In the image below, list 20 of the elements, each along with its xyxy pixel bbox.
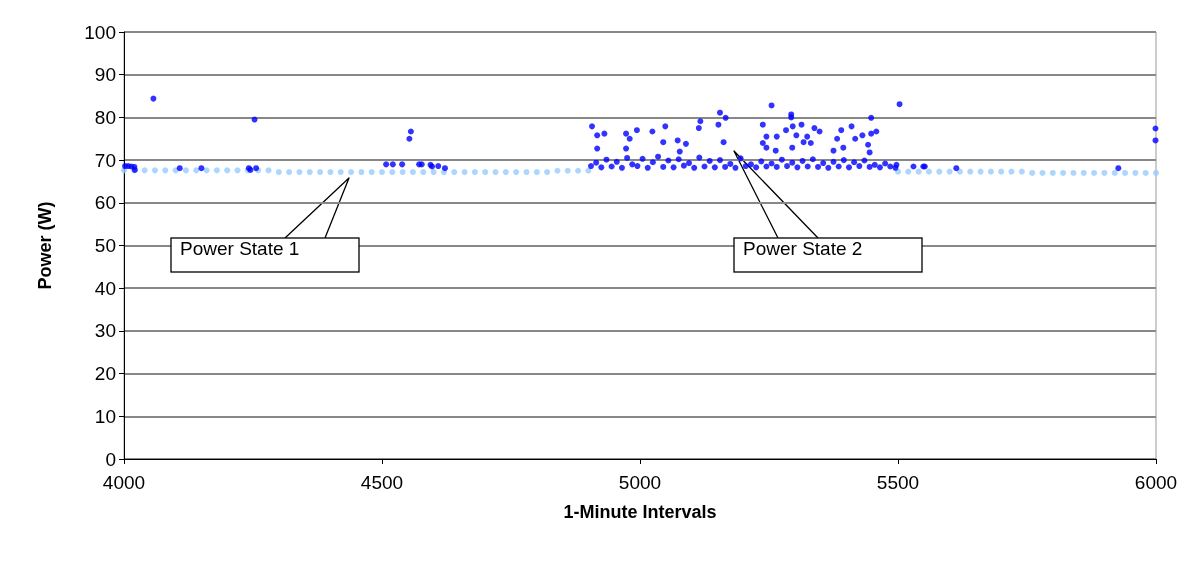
y-tick-label: 30 — [94, 320, 116, 342]
annotation: Power State 1 — [180, 238, 300, 261]
x-tick-label: 4000 — [102, 472, 146, 493]
y-tick-label: 70 — [94, 149, 116, 171]
y-tick-label: 80 — [94, 106, 116, 128]
y-tick-label: 90 — [94, 64, 116, 86]
y-tick-label: 10 — [94, 405, 116, 427]
x-tick-label: 5500 — [876, 472, 920, 493]
x-axis-title: 1-Minute Intervals — [563, 502, 717, 522]
y-tick-label: 50 — [94, 235, 116, 256]
x-tick-label: 5000 — [618, 472, 662, 493]
y-axis-title: Power (W) — [35, 201, 55, 290]
x-tick-label: 4500 — [360, 472, 404, 493]
y-tick-label: 0 — [105, 448, 116, 470]
y-tick-label: 40 — [94, 277, 116, 299]
y-tick-label: 100 — [84, 21, 116, 43]
annotation: Power State 2 — [743, 238, 863, 261]
y-tick-label: 60 — [94, 192, 116, 214]
x-tick-label: 6000 — [1134, 472, 1178, 493]
y-tick-label: 20 — [94, 363, 116, 385]
